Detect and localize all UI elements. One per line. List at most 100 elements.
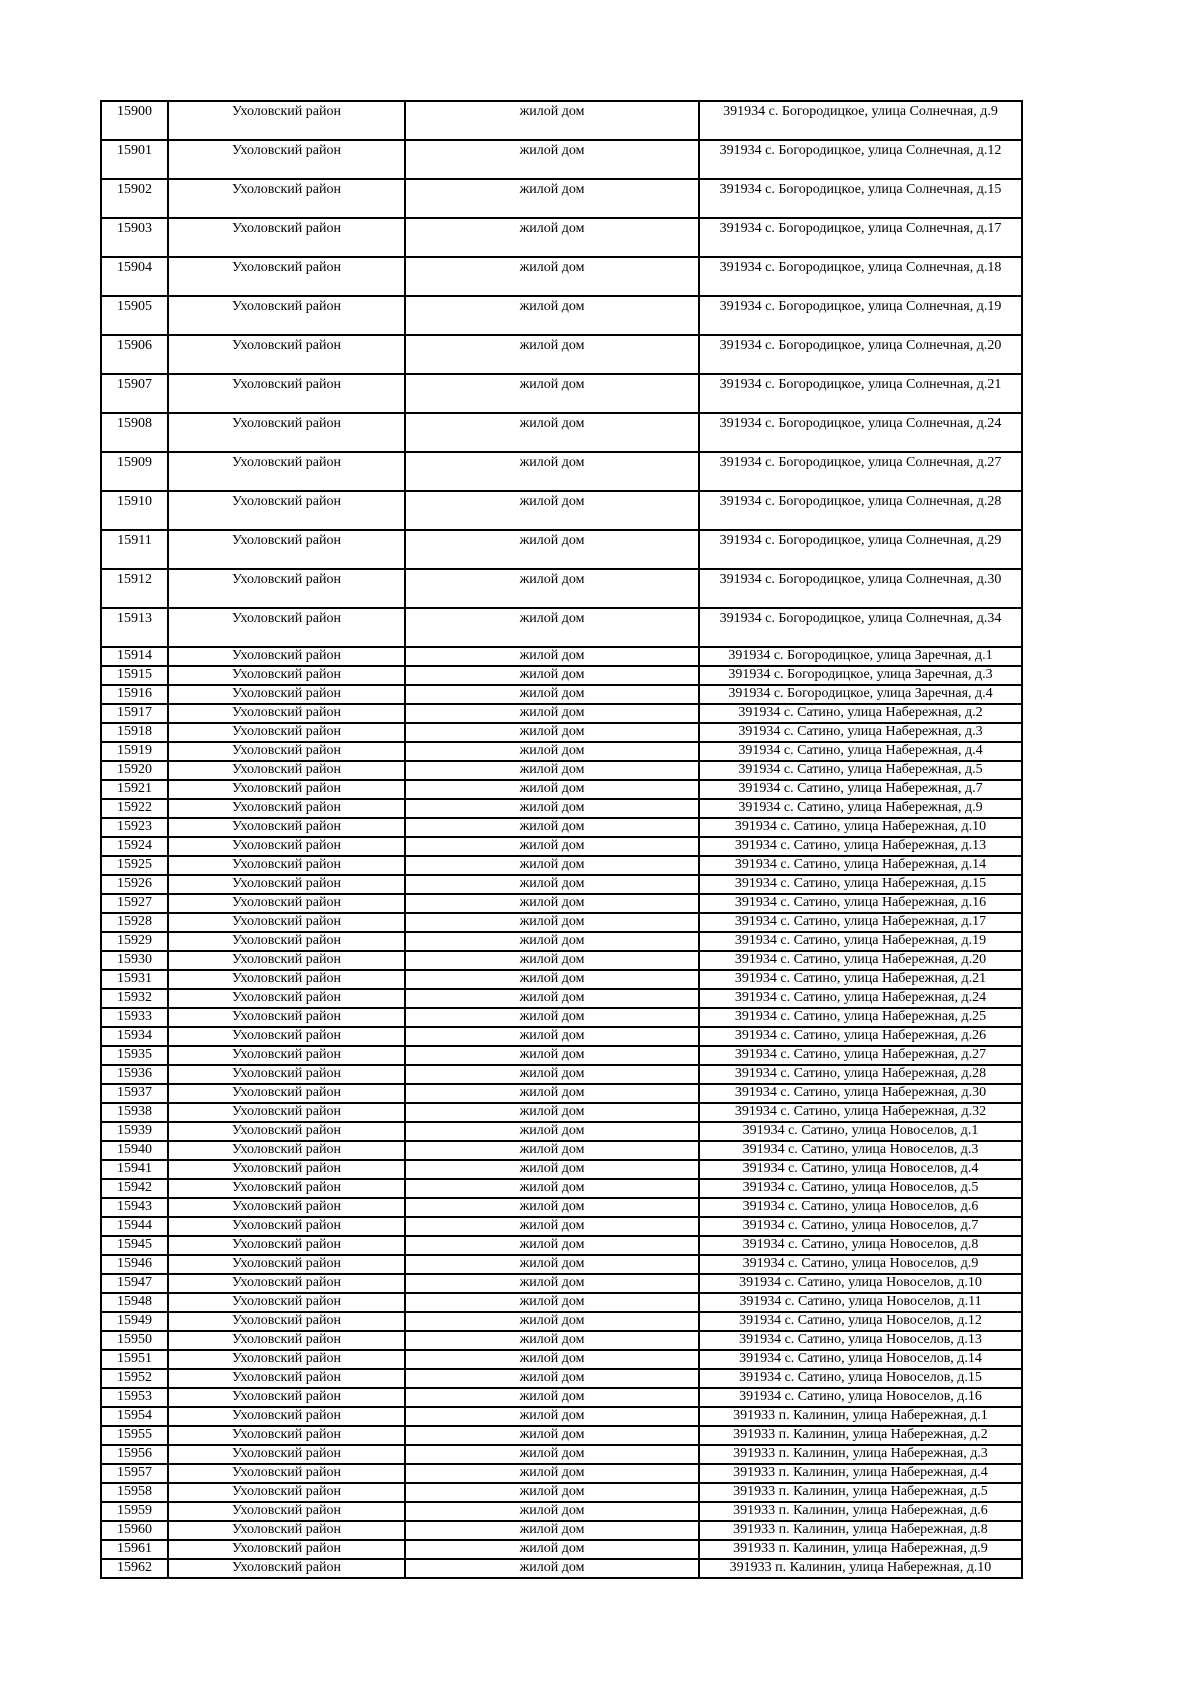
row-building-type: жилой дом xyxy=(404,412,700,453)
row-address: 391934 с. Сатино, улица Набережная, д.3 xyxy=(698,722,1023,743)
row-address: 391934 с. Сатино, улица Набережная, д.30 xyxy=(698,1083,1023,1104)
row-id: 15947 xyxy=(100,1273,169,1294)
row-id: 15901 xyxy=(100,139,169,180)
row-address: 391934 с. Сатино, улица Набережная, д.5 xyxy=(698,760,1023,781)
row-id: 15913 xyxy=(100,607,169,648)
row-id: 15929 xyxy=(100,931,169,952)
row-district: Ухоловский район xyxy=(167,1159,406,1180)
table-row: 15943 Ухоловский район жилой дом 391934 с. … xyxy=(100,1197,1023,1218)
row-address: 391933 п. Калинин, улица Набережная, д.5 xyxy=(698,1482,1023,1503)
row-building-type: жилой дом xyxy=(404,1197,700,1218)
row-id: 15925 xyxy=(100,855,169,876)
row-building-type: жилой дом xyxy=(404,1349,700,1370)
row-address: 391934 с. Сатино, улица Набережная, д.15 xyxy=(698,874,1023,895)
row-address: 391934 с. Сатино, улица Набережная, д.26 xyxy=(698,1026,1023,1047)
row-district: Ухоловский район xyxy=(167,950,406,971)
row-id: 15903 xyxy=(100,217,169,258)
row-building-type: жилой дом xyxy=(404,665,700,686)
row-id: 15911 xyxy=(100,529,169,570)
row-building-type: жилой дом xyxy=(404,1064,700,1085)
table-row: 15939 Ухоловский район жилой дом 391934 с. … xyxy=(100,1121,1023,1142)
table-row: 15904 Ухоловский район жилой дом 391934 с. … xyxy=(100,256,1023,297)
row-id: 15960 xyxy=(100,1520,169,1541)
table-row: 15902 Ухоловский район жилой дом 391934 с. … xyxy=(100,178,1023,219)
table-row: 15942 Ухоловский район жилой дом 391934 с. … xyxy=(100,1178,1023,1199)
row-district: Ухоловский район xyxy=(167,607,406,648)
row-id: 15938 xyxy=(100,1102,169,1123)
table-row: 15941 Ухоловский район жилой дом 391934 с. … xyxy=(100,1159,1023,1180)
row-building-type: жилой дом xyxy=(404,969,700,990)
row-id: 15931 xyxy=(100,969,169,990)
row-building-type: жилой дом xyxy=(404,893,700,914)
table-row: 15961 Ухоловский район жилой дом 391933 п. … xyxy=(100,1539,1023,1560)
row-district: Ухоловский район xyxy=(167,760,406,781)
row-address: 391934 с. Сатино, улица Новоселов, д.6 xyxy=(698,1197,1023,1218)
row-building-type: жилой дом xyxy=(404,568,700,609)
row-id: 15942 xyxy=(100,1178,169,1199)
address-table: 15900 Ухоловский район жилой дом 391934 с. … xyxy=(100,100,1023,1579)
row-id: 15958 xyxy=(100,1482,169,1503)
row-building-type: жилой дом xyxy=(404,1254,700,1275)
table-row: 15932 Ухоловский район жилой дом 391934 с. … xyxy=(100,988,1023,1009)
row-district: Ухоловский район xyxy=(167,373,406,414)
row-building-type: жилой дом xyxy=(404,1273,700,1294)
row-address: 391934 с. Богородицкое, улица Солнечная,… xyxy=(698,295,1023,336)
row-id: 15918 xyxy=(100,722,169,743)
row-building-type: жилой дом xyxy=(404,1007,700,1028)
row-id: 15909 xyxy=(100,451,169,492)
row-district: Ухоловский район xyxy=(167,1520,406,1541)
row-address: 391934 с. Сатино, улица Набережная, д.9 xyxy=(698,798,1023,819)
row-building-type: жилой дом xyxy=(404,1482,700,1503)
row-id: 15934 xyxy=(100,1026,169,1047)
row-id: 15946 xyxy=(100,1254,169,1275)
row-district: Ухоловский район xyxy=(167,722,406,743)
row-id: 15945 xyxy=(100,1235,169,1256)
row-district: Ухоловский район xyxy=(167,1102,406,1123)
table-row: 15950 Ухоловский район жилой дом 391934 с. … xyxy=(100,1330,1023,1351)
row-address: 391933 п. Калинин, улица Набережная, д.4 xyxy=(698,1463,1023,1484)
table-row: 15928 Ухоловский район жилой дом 391934 с. … xyxy=(100,912,1023,933)
table-row: 15952 Ухоловский район жилой дом 391934 с. … xyxy=(100,1368,1023,1389)
row-building-type: жилой дом xyxy=(404,1121,700,1142)
table-row: 15908 Ухоловский район жилой дом 391934 с. … xyxy=(100,412,1023,453)
table-row: 15947 Ухоловский район жилой дом 391934 с. … xyxy=(100,1273,1023,1294)
row-address: 391934 с. Сатино, улица Набережная, д.2 xyxy=(698,703,1023,724)
row-building-type: жилой дом xyxy=(404,817,700,838)
table-row: 15905 Ухоловский район жилой дом 391934 с. … xyxy=(100,295,1023,336)
table-row: 15930 Ухоловский район жилой дом 391934 с. … xyxy=(100,950,1023,971)
table-row: 15917 Ухоловский район жилой дом 391934 с. … xyxy=(100,703,1023,724)
row-id: 15912 xyxy=(100,568,169,609)
row-address: 391934 с. Богородицкое, улица Солнечная,… xyxy=(698,334,1023,375)
row-building-type: жилой дом xyxy=(404,722,700,743)
table-row: 15922 Ухоловский район жилой дом 391934 с. … xyxy=(100,798,1023,819)
row-district: Ухоловский район xyxy=(167,741,406,762)
row-address: 391934 с. Сатино, улица Набережная, д.4 xyxy=(698,741,1023,762)
row-address: 391934 с. Богородицкое, улица Солнечная,… xyxy=(698,373,1023,414)
row-building-type: жилой дом xyxy=(404,451,700,492)
row-id: 15943 xyxy=(100,1197,169,1218)
row-building-type: жилой дом xyxy=(404,912,700,933)
row-id: 15926 xyxy=(100,874,169,895)
row-address: 391934 с. Сатино, улица Новоселов, д.4 xyxy=(698,1159,1023,1180)
row-id: 15944 xyxy=(100,1216,169,1237)
row-id: 15915 xyxy=(100,665,169,686)
row-address: 391934 с. Богородицкое, улица Солнечная,… xyxy=(698,607,1023,648)
row-address: 391934 с. Сатино, улица Новоселов, д.14 xyxy=(698,1349,1023,1370)
row-id: 15914 xyxy=(100,646,169,667)
table-row: 15945 Ухоловский район жилой дом 391934 с. … xyxy=(100,1235,1023,1256)
row-id: 15957 xyxy=(100,1463,169,1484)
row-building-type: жилой дом xyxy=(404,1045,700,1066)
row-building-type: жилой дом xyxy=(404,1463,700,1484)
row-district: Ухоловский район xyxy=(167,568,406,609)
row-building-type: жилой дом xyxy=(404,1292,700,1313)
table-row: 15913 Ухоловский район жилой дом 391934 с. … xyxy=(100,607,1023,648)
row-id: 15906 xyxy=(100,334,169,375)
row-building-type: жилой дом xyxy=(404,373,700,414)
row-building-type: жилой дом xyxy=(404,1444,700,1465)
row-district: Ухоловский район xyxy=(167,1463,406,1484)
row-district: Ухоловский район xyxy=(167,1292,406,1313)
row-id: 15908 xyxy=(100,412,169,453)
row-id: 15936 xyxy=(100,1064,169,1085)
row-district: Ухоловский район xyxy=(167,665,406,686)
